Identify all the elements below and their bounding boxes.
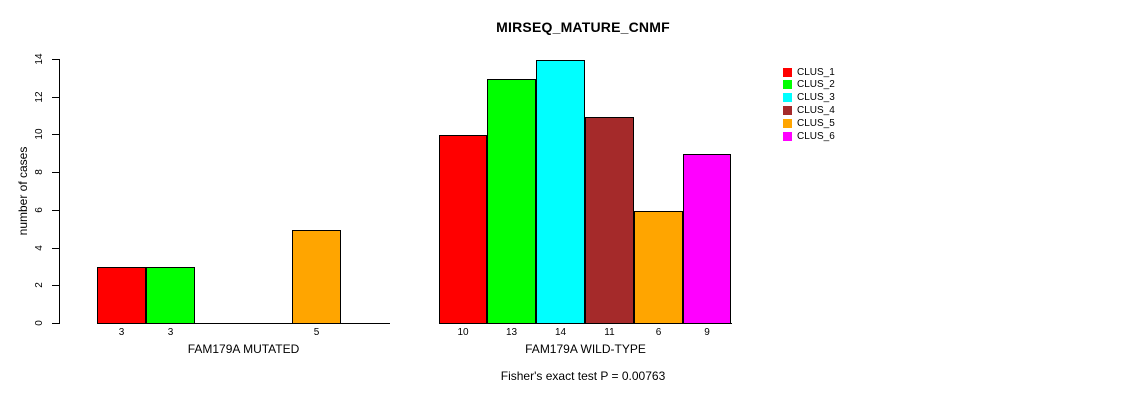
bar [146, 267, 195, 324]
bar-value-label: 14 [554, 327, 567, 338]
y-tick-label: 4 [34, 245, 45, 251]
y-axis-tick [52, 134, 59, 135]
y-tick-label: 12 [34, 91, 45, 103]
y-axis-tick [52, 59, 59, 60]
legend-item: CLUS_5 [783, 118, 835, 129]
group-label: FAM179A WILD-TYPE [525, 342, 646, 356]
y-tick-label: 2 [34, 282, 45, 288]
legend-item: CLUS_4 [783, 105, 835, 116]
stat-caption: Fisher's exact test P = 0.00763 [500, 369, 666, 383]
bar [487, 79, 536, 324]
y-axis-tick [52, 323, 59, 324]
bar [439, 135, 487, 324]
legend-label: CLUS_6 [797, 131, 835, 142]
chart-title: MIRSEQ_MATURE_CNMF [496, 19, 670, 35]
y-axis-line [59, 59, 60, 324]
bar-value-label: 13 [505, 327, 518, 338]
legend-swatch-icon [783, 132, 792, 141]
y-axis-tick [52, 97, 59, 98]
bar-value-label: 9 [704, 327, 710, 338]
legend-swatch-icon [783, 119, 792, 128]
legend-swatch-icon [783, 106, 792, 115]
legend-swatch-icon [783, 80, 792, 89]
bar-value-label: 5 [313, 327, 320, 338]
legend-label: CLUS_3 [797, 92, 835, 103]
bar-value-label: 3 [118, 327, 125, 338]
bar [683, 154, 731, 324]
legend-label: CLUS_5 [797, 118, 835, 129]
y-tick-label: 0 [34, 320, 45, 326]
y-tick-label: 10 [34, 128, 45, 140]
legend-label: CLUS_1 [797, 67, 835, 78]
y-tick-label: 14 [34, 53, 45, 65]
x-baseline [97, 323, 390, 324]
bar [634, 211, 683, 324]
y-axis-tick [52, 248, 59, 249]
legend-item: CLUS_6 [783, 131, 835, 142]
bar-value-label: 3 [167, 327, 174, 338]
bar-value-label: 10 [457, 327, 469, 338]
bar [585, 117, 634, 324]
bar-value-label: 11 [604, 327, 615, 338]
legend-item: CLUS_3 [783, 92, 835, 103]
bar-value-label: 6 [655, 327, 662, 338]
bar [536, 60, 585, 324]
legend-label: CLUS_4 [797, 105, 835, 116]
legend-swatch-icon [783, 93, 792, 102]
y-tick-label: 6 [34, 207, 45, 213]
y-axis-tick [52, 285, 59, 286]
y-axis-tick [52, 210, 59, 211]
y-axis-label: number of cases [16, 146, 30, 236]
y-axis-tick [52, 172, 59, 173]
legend-item: CLUS_1 [783, 67, 835, 78]
y-tick-label: 8 [34, 169, 45, 175]
bar [97, 267, 146, 324]
legend-item: CLUS_2 [783, 79, 835, 90]
bar [292, 230, 341, 324]
legend-label: CLUS_2 [797, 79, 835, 90]
legend-swatch-icon [783, 68, 792, 77]
group-label: FAM179A MUTATED [187, 342, 300, 356]
